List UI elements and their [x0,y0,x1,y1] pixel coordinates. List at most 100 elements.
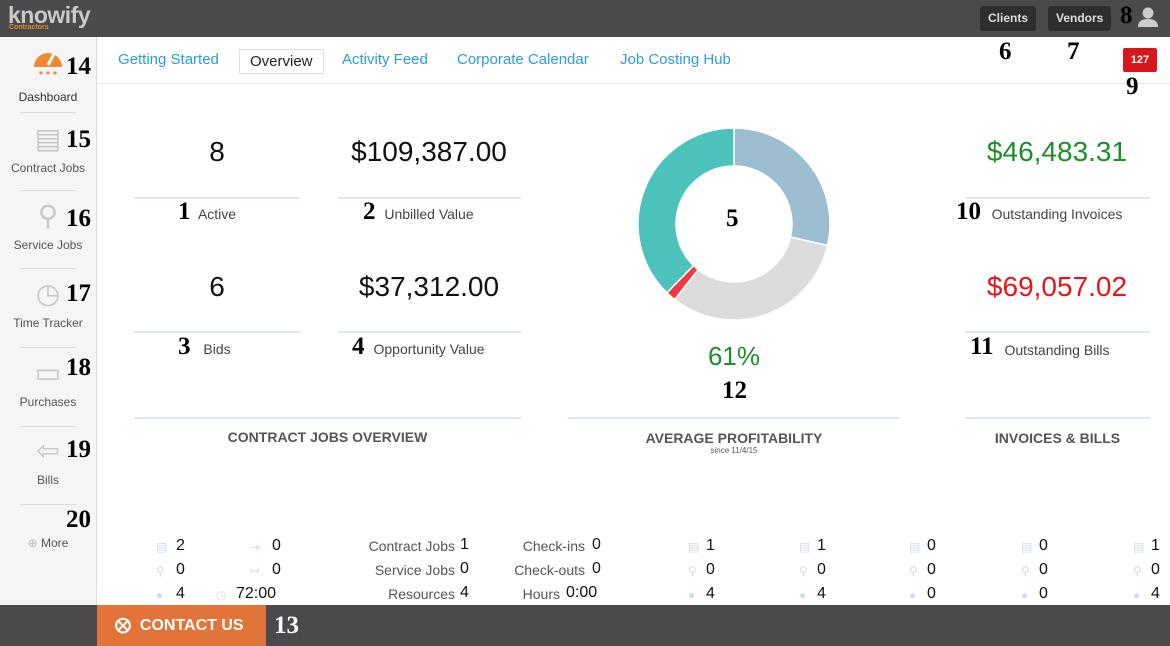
sidebar-label: Bills [36,473,59,487]
active-count: 8 [209,136,225,167]
logo[interactable]: knowify [8,2,91,28]
profitability-donut [637,127,831,321]
stat-value: 0 [272,537,281,554]
gauge-icon [0,45,96,84]
document-icon: ▤ [156,540,168,554]
annotation-marker: 2 [363,198,376,225]
stat-value: 0 [176,561,185,578]
stat-value: 0 [592,536,601,553]
stat-value: 0 [927,537,936,554]
stat-label: Contract Jobs [368,538,455,554]
logo-subtitle: Contractors [9,24,49,31]
sidebar-label: More [41,536,69,550]
tab-job-costing-hub[interactable]: Job Costing Hub [620,51,731,68]
tab-getting-started[interactable]: Getting Started [118,51,219,68]
vendors-button[interactable]: Vendors [1048,6,1112,31]
person-icon: ● [688,588,696,602]
outstanding-invoices-label: Outstanding Invoices [991,206,1123,222]
sidebar-label: Service Jobs [13,238,83,252]
clock-icon: ◷ [35,278,61,309]
opportunity-label: Opportunity Value [373,341,485,357]
stat-value: 0 [1039,537,1048,554]
stat-value: 1 [706,537,715,554]
stat-label: Resources [388,586,455,602]
outstanding-bills-label: Outstanding Bills [1004,342,1110,358]
user-icon[interactable] [1138,6,1158,28]
document-icon: ▤ [909,540,921,554]
sidebar-label: Purchases [19,395,77,409]
average-profitability-title: AVERAGE PROFITABILITY [645,430,823,446]
bids-label: Bids [203,341,231,357]
sidebar-item-contract-jobs[interactable]: ▤ Contract Jobs [0,123,96,175]
sidebar-item-more[interactable]: ⊕ More [0,536,96,550]
donut-slice-gray [673,236,829,321]
stat-label: Hours [522,586,560,602]
contract-jobs-overview-title: CONTRACT JOBS OVERVIEW [227,429,428,445]
notification-badge[interactable]: 127 [1123,48,1157,72]
person-icon: ● [799,588,807,602]
check-out-icon: ↦ [250,564,261,578]
sidebar-item-dashboard[interactable]: Dashboard [0,45,96,104]
sidebar-label: Time Tracker [13,316,83,330]
tab-overview[interactable]: Overview [239,49,324,74]
stat-label: Service Jobs [374,562,455,578]
map-pin-icon: ⚲ [909,564,918,578]
document-icon: ▤ [34,123,62,154]
sidebar-item-service-jobs[interactable]: ⚲ Service Jobs [0,200,96,252]
tab-bar: Getting Started Overview Activity Feed C… [97,37,1170,84]
unbilled-label: Unbilled Value [384,206,474,222]
stat-value: 4 [176,585,185,602]
annotation-marker: 11 [970,333,994,360]
stat-value: 1 [817,537,826,554]
person-icon: ● [1021,588,1029,602]
stat-value: 0 [706,561,715,578]
annotation-marker: 3 [178,333,191,360]
document-icon: ▤ [1133,540,1145,554]
tab-corporate-calendar[interactable]: Corporate Calendar [457,51,589,68]
close-circle-icon: ⨂ [115,617,131,634]
annotation-marker: 10 [956,198,981,225]
stat-value: 0 [1039,561,1048,578]
stat-value: 0 [1039,585,1048,602]
stat-value: 0 [927,561,936,578]
contact-us-label: CONTACT US [139,617,244,634]
annotation-marker: 1 [178,198,191,225]
outstanding-bills-value: $69,057.02 [986,271,1128,302]
person-icon: ● [156,588,164,602]
average-profitability-value: 61% [707,341,761,371]
stat-value: 0 [272,561,281,578]
map-pin-icon: ⚲ [156,564,165,578]
arrow-left-icon: ⇦ [36,435,60,466]
annotation-marker: 12 [722,377,747,404]
contact-us-button[interactable]: ⨂ CONTACT US [97,605,266,646]
annotation-marker: 16 [66,205,91,232]
person-icon: ● [1133,588,1141,602]
sidebar-label: Contract Jobs [10,161,86,175]
plus-circle-icon: ⊕ [27,536,42,550]
top-bar [0,0,1170,37]
opportunity-value: $37,312.00 [358,271,500,302]
sidebar-item-bills[interactable]: ⇦ Bills [0,435,96,487]
document-icon: ▤ [688,540,700,554]
clients-button[interactable]: Clients [980,6,1037,31]
tab-activity-feed[interactable]: Activity Feed [342,51,428,68]
sidebar-item-purchases[interactable]: ▭ Purchases [0,357,96,409]
clock-icon: ◷ [216,588,227,602]
donut-slice-blue [733,127,831,247]
stat-value: 0 [460,560,469,577]
annotation-marker: 9 [1126,73,1139,100]
sidebar-item-time-tracker[interactable]: ◷ Time Tracker [0,278,96,330]
stat-value: 2 [176,537,185,554]
document-icon: ▤ [799,540,811,554]
bids-count: 6 [209,271,225,302]
stat-value: 72:00 [236,585,277,602]
stat-value: 4 [706,585,715,602]
sidebar [0,37,97,605]
map-pin-icon: ⚲ [1021,564,1030,578]
invoices-bills-title: INVOICES & BILLS [994,430,1121,446]
annotation-marker: 20 [66,506,91,533]
stat-value: 1 [1151,537,1160,554]
donut-slice-teal [637,127,735,294]
annotation-marker: 13 [274,612,299,639]
annotation-marker: 17 [66,280,91,307]
